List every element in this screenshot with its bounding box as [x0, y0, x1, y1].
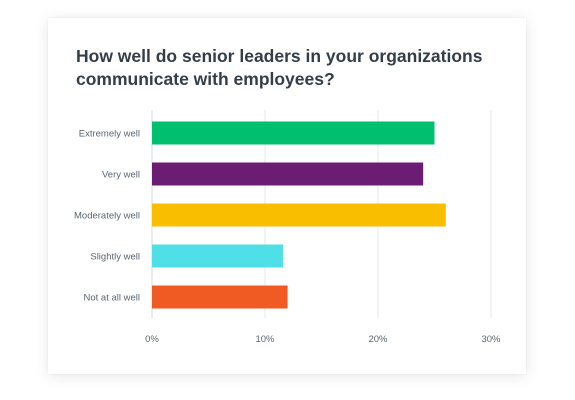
x-tick-label: 0%	[145, 334, 159, 345]
chart-title: How well do senior leaders in your organ…	[76, 46, 483, 89]
category-label: Not at all well	[84, 293, 141, 304]
bar	[152, 121, 435, 145]
category-label: Extremely well	[79, 129, 140, 140]
bar	[152, 162, 424, 186]
x-tick-label: 20%	[368, 334, 388, 345]
chart-card: How well do senior leaders in your organ…	[48, 18, 526, 374]
category-label: Moderately well	[74, 211, 140, 222]
category-label: Very well	[102, 170, 140, 181]
bar	[152, 244, 284, 268]
bar	[152, 285, 288, 309]
x-tick-label: 10%	[255, 334, 275, 345]
bar-chart: 0% 10% 20% 30% Extremely well Very well Modera…	[74, 110, 501, 345]
x-tick-label: 30%	[481, 334, 501, 345]
bar	[152, 203, 446, 227]
category-label: Slightly well	[90, 252, 140, 263]
